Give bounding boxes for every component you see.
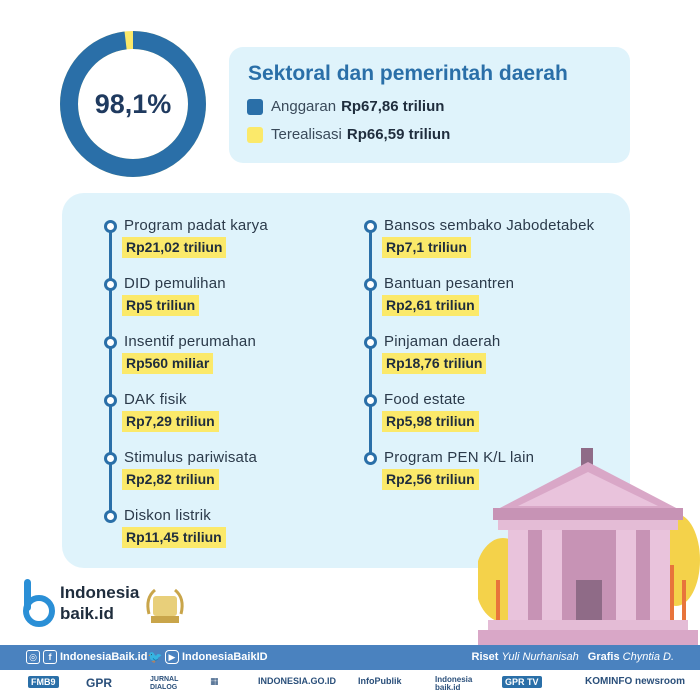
social-links-left[interactable]: ◎ f IndonesiaBaik.id [26, 650, 147, 664]
item-value: Rp21,02 triliun [122, 237, 227, 258]
item-name: DID pemulihan [124, 275, 226, 292]
item-value: Rp7,29 triliun [122, 411, 219, 432]
item-value: Rp560 miliar [122, 353, 214, 374]
item-name: Program PEN K/L lain [384, 449, 535, 466]
legend-swatch-yellow [247, 126, 263, 143]
timeline-dot [364, 452, 377, 465]
twitter-icon[interactable]: 🐦 [147, 650, 163, 664]
item-value: Rp11,45 triliun [122, 527, 226, 548]
item-name: Diskon listrik [124, 507, 211, 524]
item-value: Rp5 triliun [122, 295, 200, 316]
partner-logo-gpr-tv: GPR TV [502, 676, 542, 688]
timeline-dot [364, 394, 377, 407]
header-panel [229, 47, 630, 163]
timeline-dot [104, 278, 117, 291]
legend-value: Rp67,86 triliun [341, 98, 445, 115]
item-name: Food estate [384, 391, 466, 408]
header-title: Sektoral dan pemerintah daerah [248, 62, 568, 85]
grafis-label: Grafis [587, 651, 620, 663]
item-name: DAK fisik [124, 391, 187, 408]
partner-logo-gpr: GPR [86, 676, 113, 690]
legend-terealisasi: Terealisasi Rp66,59 triliun [247, 126, 450, 143]
timeline-dot [104, 510, 117, 523]
donut-ring [60, 31, 206, 177]
wsis-prizes-award-icon [146, 588, 184, 623]
item-name: Bantuan pesantren [384, 275, 515, 292]
timeline-dot [104, 336, 117, 349]
item-name: Program padat karya [124, 217, 268, 234]
social-links-right[interactable]: 🐦 ▶ IndonesiaBaikID [148, 650, 268, 664]
item-value: Rp5,98 triliun [382, 411, 479, 432]
logo-text-line1: Indonesia [60, 583, 140, 602]
partner-logo-infopublik: InfoPublik [358, 676, 402, 686]
donut-chart [60, 31, 206, 177]
item-value: Rp7,1 triliun [382, 237, 471, 258]
youtube-icon[interactable]: ▶ [165, 650, 179, 664]
timeline-dot [104, 394, 117, 407]
partner-logo-indonesia-go-id: INDONESIA.GO.ID [258, 676, 337, 686]
item-name: Insentif perumahan [124, 333, 257, 350]
donut-percent-label: 98,1% [94, 88, 172, 119]
timeline-dot [364, 278, 377, 291]
partner-logo-indonesiabaik: Indonesia baik.id [435, 675, 473, 692]
social-handle-left[interactable]: IndonesiaBaik.id [60, 651, 148, 663]
item-name: Bansos sembako Jabodetabek [384, 217, 595, 234]
instagram-icon[interactable]: ◎ [26, 650, 40, 664]
logo-text-line2: baik.id [60, 604, 114, 623]
riset-name: Yuli Nurhanisah [501, 651, 579, 663]
timeline-dot [364, 220, 377, 233]
timeline-line-left [109, 226, 112, 516]
credits: Riset Yuli Nurhanisah Grafis Chyntia D. [472, 651, 681, 663]
partner-logo-fmb9: FMB9 [28, 676, 59, 688]
timeline-dot [104, 220, 117, 233]
legend-label: Terealisasi [271, 126, 342, 143]
item-name: Pinjaman daerah [384, 333, 501, 350]
timeline-dot [364, 336, 377, 349]
legend-label: Anggaran [271, 98, 337, 115]
partner-logo-jurnal-dialog: JURNAL DIALOG [150, 676, 179, 691]
item-value: Rp18,76 triliun [382, 353, 487, 374]
social-handle-right[interactable]: IndonesiaBaikID [182, 651, 268, 663]
item-value: Rp2,61 triliun [382, 295, 479, 316]
building-illustration [478, 448, 700, 645]
item-name: Stimulus pariwisata [124, 449, 258, 466]
legend-swatch-blue [247, 98, 263, 115]
footer-bar [0, 645, 700, 670]
facebook-icon[interactable]: f [43, 650, 57, 664]
item-value: Rp2,56 triliun [382, 469, 479, 490]
indonesiabaik-logo-icon [23, 579, 55, 627]
timeline-dot [104, 452, 117, 465]
item-value: Rp2,82 triliun [122, 469, 219, 490]
legend-value: Rp66,59 triliun [346, 126, 451, 143]
grafis-name: Chyntia D. [622, 651, 674, 663]
riset-label: Riset [471, 651, 499, 663]
legend-anggaran: Anggaran Rp67,86 triliun [247, 98, 444, 115]
qr-code-icon: ▦ [210, 676, 219, 686]
partner-logo-kominfo-newsroom: KOMINFO newsroom [585, 676, 686, 687]
